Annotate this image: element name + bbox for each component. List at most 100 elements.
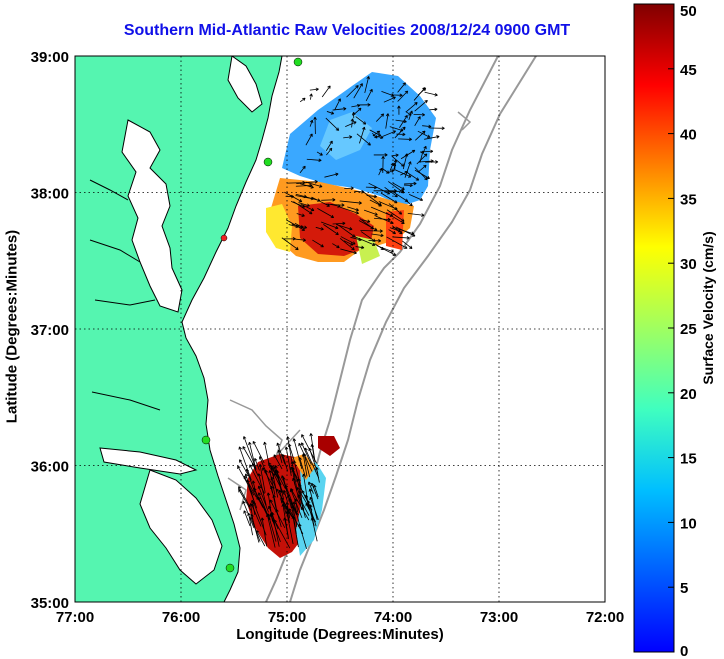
- velocity-arrow: [311, 196, 330, 207]
- colorbar-tick-label: 15: [680, 451, 697, 468]
- velocity-arrow: [320, 221, 339, 230]
- velocity-arrow: [295, 183, 313, 188]
- velocity-arrow: [359, 126, 366, 144]
- velocity-arrow: [287, 443, 295, 462]
- velocity-arrow: [321, 198, 336, 202]
- station-marker: [225, 563, 235, 573]
- velocity-arrow: [414, 99, 428, 112]
- velocity-arrow: [283, 236, 296, 241]
- station-marker: [220, 234, 228, 242]
- velocity-arrow: [247, 512, 253, 536]
- velocity-arrow: [407, 212, 425, 217]
- velocity-arrow: [249, 516, 261, 542]
- velocity-arrow: [419, 149, 434, 154]
- velocity-arrow: [365, 185, 378, 190]
- y-tick-label: 39:00: [31, 49, 69, 66]
- velocity-arrow: [405, 102, 418, 113]
- velocity-arrow: [343, 135, 353, 139]
- pamlico-sound: [139, 469, 223, 585]
- x-axis-label: Longitude (Degrees:Minutes): [236, 626, 444, 643]
- x-tick-label: 75:00: [268, 609, 306, 626]
- x-tick-label: 72:00: [586, 609, 624, 626]
- velocity-arrow: [397, 105, 401, 115]
- velocity-arrow: [418, 159, 434, 163]
- velocity-arrow: [309, 93, 313, 100]
- velocity-arrow: [344, 186, 354, 191]
- velocity-arrow: [345, 121, 357, 127]
- velocity-arrow: [332, 221, 346, 226]
- velocity-arrow: [397, 82, 406, 93]
- velocity-arrow: [298, 457, 306, 478]
- y-tick-label: 35:00: [31, 595, 69, 612]
- velocity-arrow: [373, 153, 388, 157]
- velocity-arrow: [369, 129, 382, 137]
- velocity-arrow: [355, 245, 365, 250]
- velocity-arrow: [300, 203, 315, 212]
- velocity-arrow: [380, 246, 397, 256]
- velocity-arrow: [363, 209, 378, 216]
- y-tick-label: 37:00: [31, 322, 69, 339]
- grid-lines: [75, 56, 605, 602]
- velocity-arrow: [237, 465, 255, 496]
- velocity-arrow: [312, 239, 324, 248]
- velocity-arrow: [403, 183, 413, 188]
- velocity-arrow: [361, 219, 371, 223]
- velocity-arrow: [429, 107, 438, 112]
- velocity-arrow: [239, 459, 251, 480]
- velocity-arrow: [307, 481, 314, 494]
- velocity-arrow: [243, 510, 251, 527]
- velocity-arrow: [298, 442, 313, 472]
- velocity-arrow: [372, 132, 378, 139]
- velocity-arrow: [368, 182, 391, 195]
- velocity-arrow: [378, 167, 383, 176]
- velocity-arrow: [371, 233, 384, 238]
- velocity-arrow: [300, 442, 312, 465]
- velocity-arrow: [381, 155, 385, 173]
- velocity-arrow: [309, 496, 319, 520]
- velocity-arrow: [304, 447, 320, 479]
- y-axis-label: Latitude (Degrees:Minutes): [3, 229, 21, 424]
- velocity-arrow: [305, 133, 313, 146]
- velocity-arrow: [397, 90, 409, 102]
- velocity-arrow: [394, 169, 412, 178]
- velocity-arrow: [405, 111, 412, 116]
- velocity-arrow: [429, 126, 445, 131]
- velocity-arrow: [252, 440, 265, 464]
- velocity-arrow: [294, 222, 304, 229]
- velocity-arrow: [351, 112, 356, 119]
- velocity-arrow: [298, 202, 310, 207]
- velocity-arrow: [253, 458, 260, 471]
- velocity-arrow: [242, 436, 257, 469]
- velocity-arrow: [350, 236, 362, 242]
- velocity-arrow: [299, 97, 306, 103]
- velocity-arrow: [380, 192, 398, 204]
- velocity-arrow: [422, 124, 432, 129]
- velocity-arrow: [273, 454, 283, 470]
- velocity-arrow: [353, 83, 363, 99]
- y-tick-label: 38:00: [31, 186, 69, 203]
- velocity-arrow: [368, 239, 382, 243]
- velocity-arrow: [389, 126, 404, 132]
- velocity-arrow: [272, 466, 280, 483]
- colorbar-tick-label: 5: [680, 580, 688, 597]
- colorbar-tick-label: 0: [680, 643, 688, 659]
- velocity-arrow: [343, 240, 354, 246]
- velocity-arrow: [292, 438, 303, 470]
- velocity-arrow: [376, 113, 385, 122]
- velocity-arrow: [351, 103, 361, 108]
- delaware-bay: [227, 56, 263, 113]
- velocity-arrow: [424, 91, 438, 97]
- velocity-arrow: [335, 223, 356, 238]
- velocity-arrow: [352, 107, 362, 116]
- velocity-arrow: [296, 213, 305, 217]
- velocity-arrow: [340, 248, 357, 255]
- velocity-arrow: [388, 203, 403, 215]
- velocity-arrow: [251, 480, 258, 500]
- x-tick-label: 74:00: [374, 609, 412, 626]
- velocity-arrow: [282, 489, 288, 502]
- velocity-arrow: [358, 103, 371, 107]
- velocity-arrow: [381, 168, 390, 174]
- velocity-arrow: [339, 206, 359, 215]
- y-tick-label: 36:00: [31, 459, 69, 476]
